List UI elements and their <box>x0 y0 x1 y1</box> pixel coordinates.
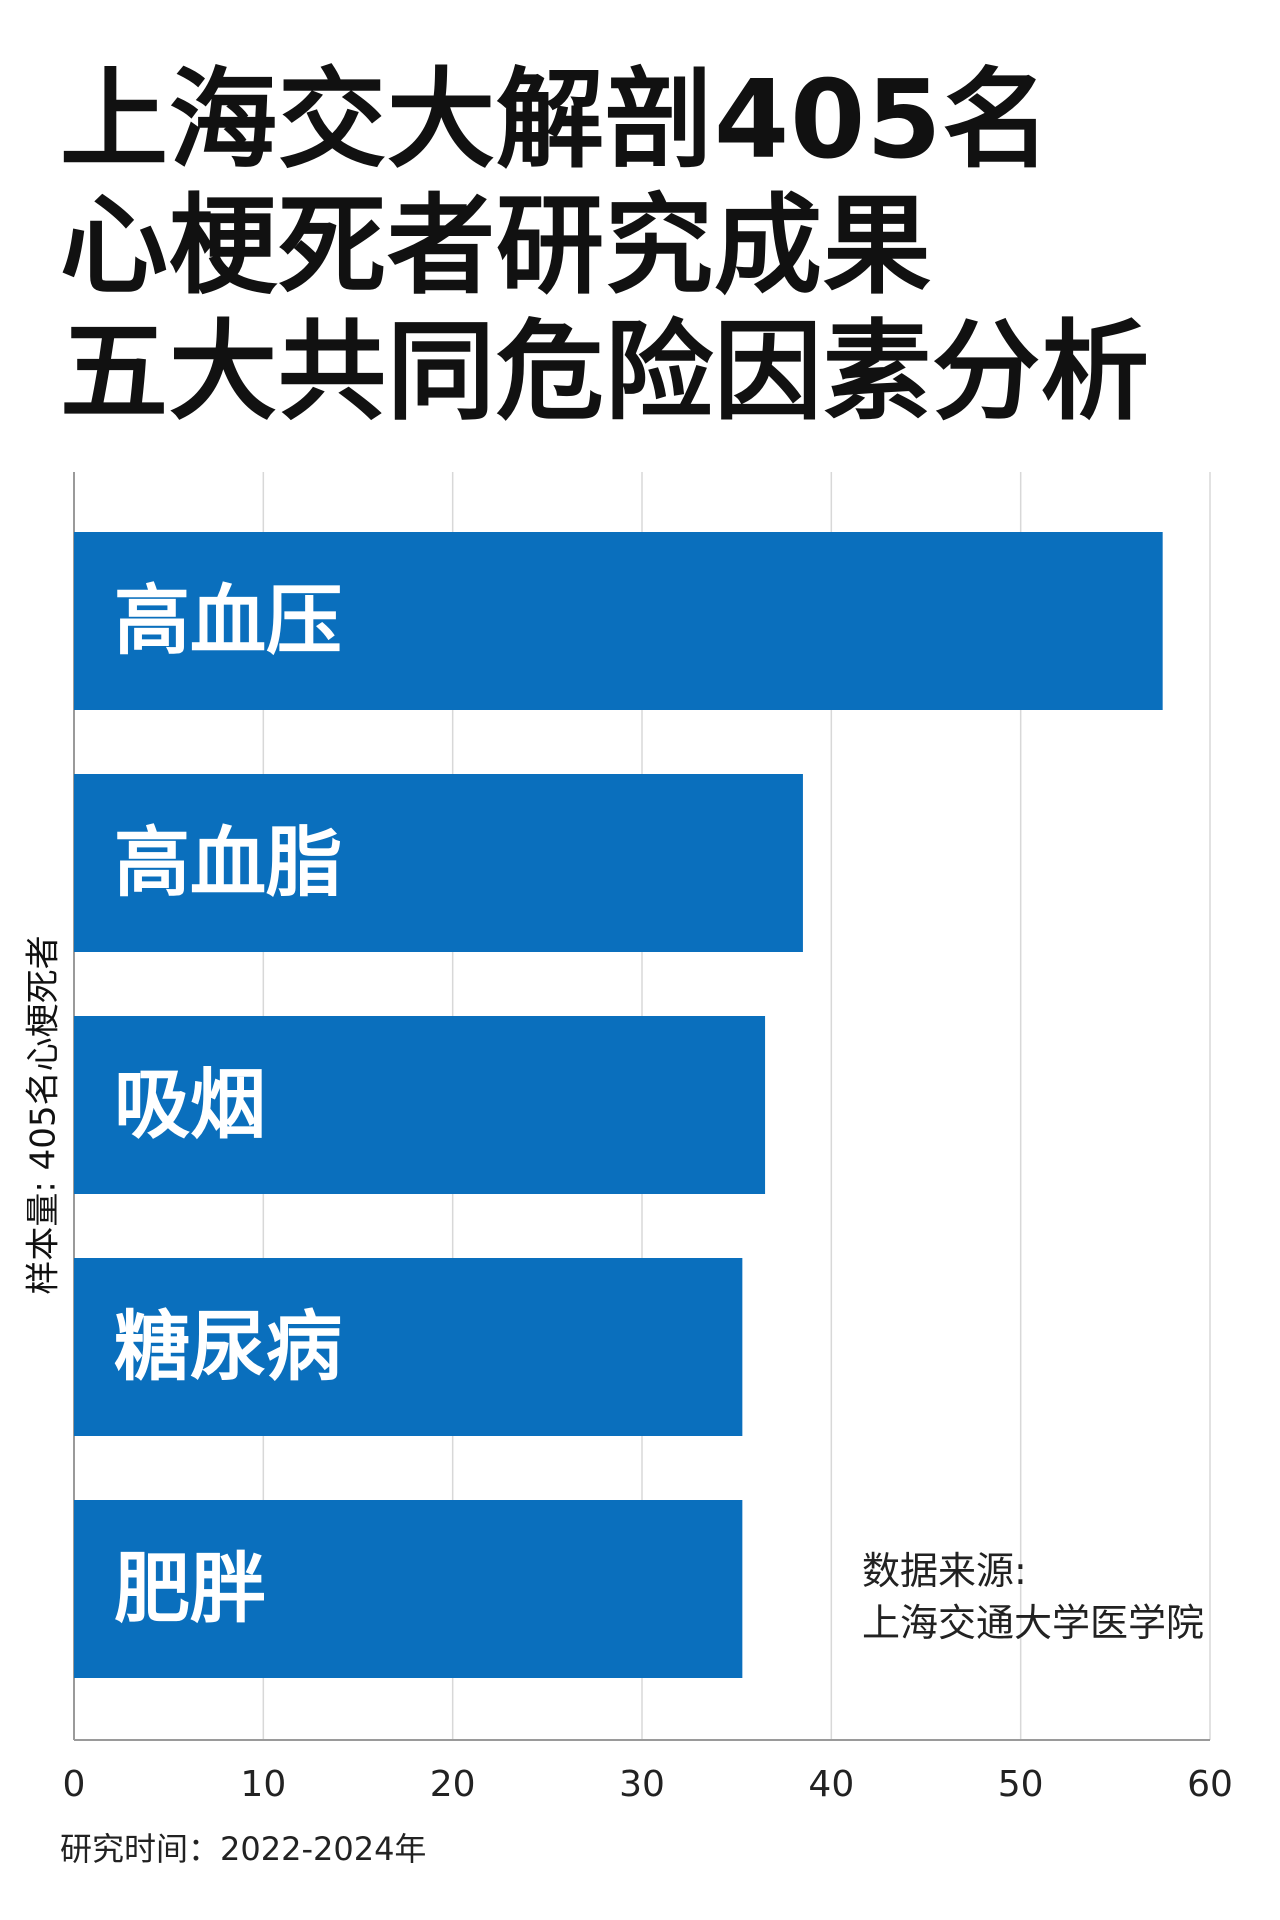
x-tick-label-30: 30 <box>619 1764 665 1805</box>
bar-4 <box>74 1258 743 1436</box>
bar-3 <box>74 1016 766 1194</box>
x-tick-label-60: 60 <box>1187 1764 1233 1805</box>
title-line-3: 五大共同危险因素分析 <box>60 310 1151 435</box>
x-tick-label-0: 0 <box>63 1764 86 1805</box>
x-tick-label-10: 10 <box>240 1764 286 1805</box>
data-source: 数据来源: 上海交通大学医学院 <box>862 1545 1204 1649</box>
bar-2 <box>74 774 803 952</box>
source-label: 数据来源: <box>862 1549 1027 1593</box>
study-period: 研究时间：2022-2024年 <box>60 1830 427 1868</box>
bar-label-5: 肥胖 <box>114 1544 266 1633</box>
source-value: 上海交通大学医学院 <box>862 1601 1205 1645</box>
x-tick-label-20: 20 <box>430 1764 476 1805</box>
x-tick-label-50: 50 <box>998 1764 1044 1805</box>
y-axis-label: 样本量: 405名心梗死者 <box>23 935 64 1295</box>
bar-5 <box>74 1500 743 1678</box>
chart-title: 上海交大解剖405名 心梗死者研究成果 五大共同危险因素分析 <box>60 58 1240 436</box>
x-tick-label-40: 40 <box>808 1764 854 1805</box>
bar-1 <box>74 532 1163 710</box>
bar-label-3: 吸烟 <box>114 1060 266 1149</box>
title-line-1: 上海交大解剖405名 <box>60 58 1052 183</box>
bar-label-4: 糖尿病 <box>114 1302 342 1391</box>
bar-label-2: 高血脂 <box>114 818 342 907</box>
bar-label-1: 高血压 <box>114 576 342 665</box>
title-line-2: 心梗死者研究成果 <box>60 184 933 309</box>
